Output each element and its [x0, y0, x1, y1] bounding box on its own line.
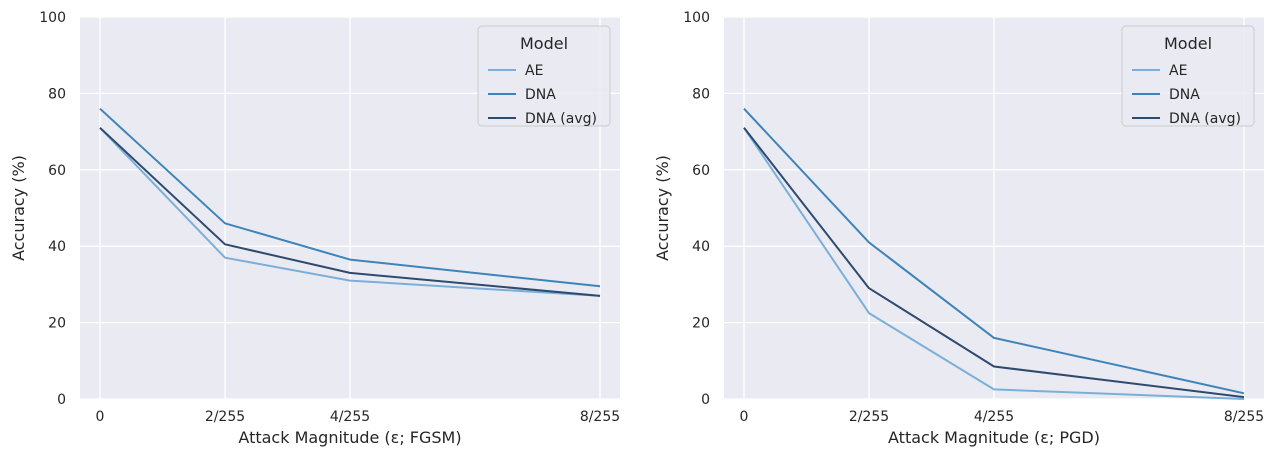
series-line-dna [99, 107, 601, 288]
series-line-dna-avg [99, 127, 601, 297]
y-tick-label: 80 [692, 86, 710, 102]
legend-title: Model [1164, 34, 1212, 53]
legend: Model AE DNA DNA (avg) [1121, 25, 1255, 127]
x-axis-label: Attack Magnitude (ε; PGD) [888, 428, 1100, 447]
y-axis-label: Accuracy (%) [653, 155, 672, 261]
legend-box [477, 25, 611, 127]
x-axis-label: Attack Magnitude (ε; FGSM) [238, 428, 461, 447]
series-line-dna-avg [743, 127, 1245, 399]
chart-fgsm: 0 20 40 60 80 100 0 2/255 4/255 8/255 Attack Magni… [9, 10, 620, 447]
y-tick-label: 80 [48, 86, 66, 102]
x-tick-label: 8/255 [1224, 409, 1264, 425]
y-tick-label: 60 [692, 163, 710, 179]
x-tick-label: 0 [740, 409, 749, 425]
y-tick-label: 0 [701, 392, 710, 408]
y-axis-label: Accuracy (%) [9, 155, 28, 261]
legend-box [1121, 25, 1255, 127]
x-tick-label: 4/255 [974, 409, 1014, 425]
x-tick-label: 0 [96, 409, 105, 425]
y-tick-label: 100 [683, 10, 710, 26]
legend-label: DNA (avg) [1169, 111, 1241, 127]
legend: Model AE DNA DNA (avg) [477, 25, 611, 127]
y-tick-label: 60 [48, 163, 66, 179]
y-tick-label: 20 [692, 316, 710, 332]
legend-label: AE [525, 63, 543, 79]
x-tick-label: 8/255 [580, 409, 620, 425]
legend-label: DNA (avg) [525, 111, 597, 127]
chart-pgd: 0 20 40 60 80 100 0 2/255 4/255 8/255 Attack Magni… [653, 10, 1264, 447]
series-line-ae [743, 127, 1245, 400]
y-tick-label: 40 [48, 239, 66, 255]
x-tick-label: 4/255 [330, 409, 370, 425]
y-tick-label: 20 [48, 316, 66, 332]
legend-title: Model [520, 34, 568, 53]
legend-label: DNA [1169, 87, 1200, 103]
series-line-dna [743, 108, 1245, 395]
y-tick-label: 100 [39, 10, 66, 26]
y-tick-label: 40 [692, 239, 710, 255]
series-line-ae [99, 127, 601, 297]
legend-label: DNA [525, 87, 556, 103]
legend-label: AE [1169, 63, 1187, 79]
x-tick-label: 2/255 [849, 409, 889, 425]
y-tick-label: 0 [57, 392, 66, 408]
x-tick-label: 2/255 [205, 409, 245, 425]
